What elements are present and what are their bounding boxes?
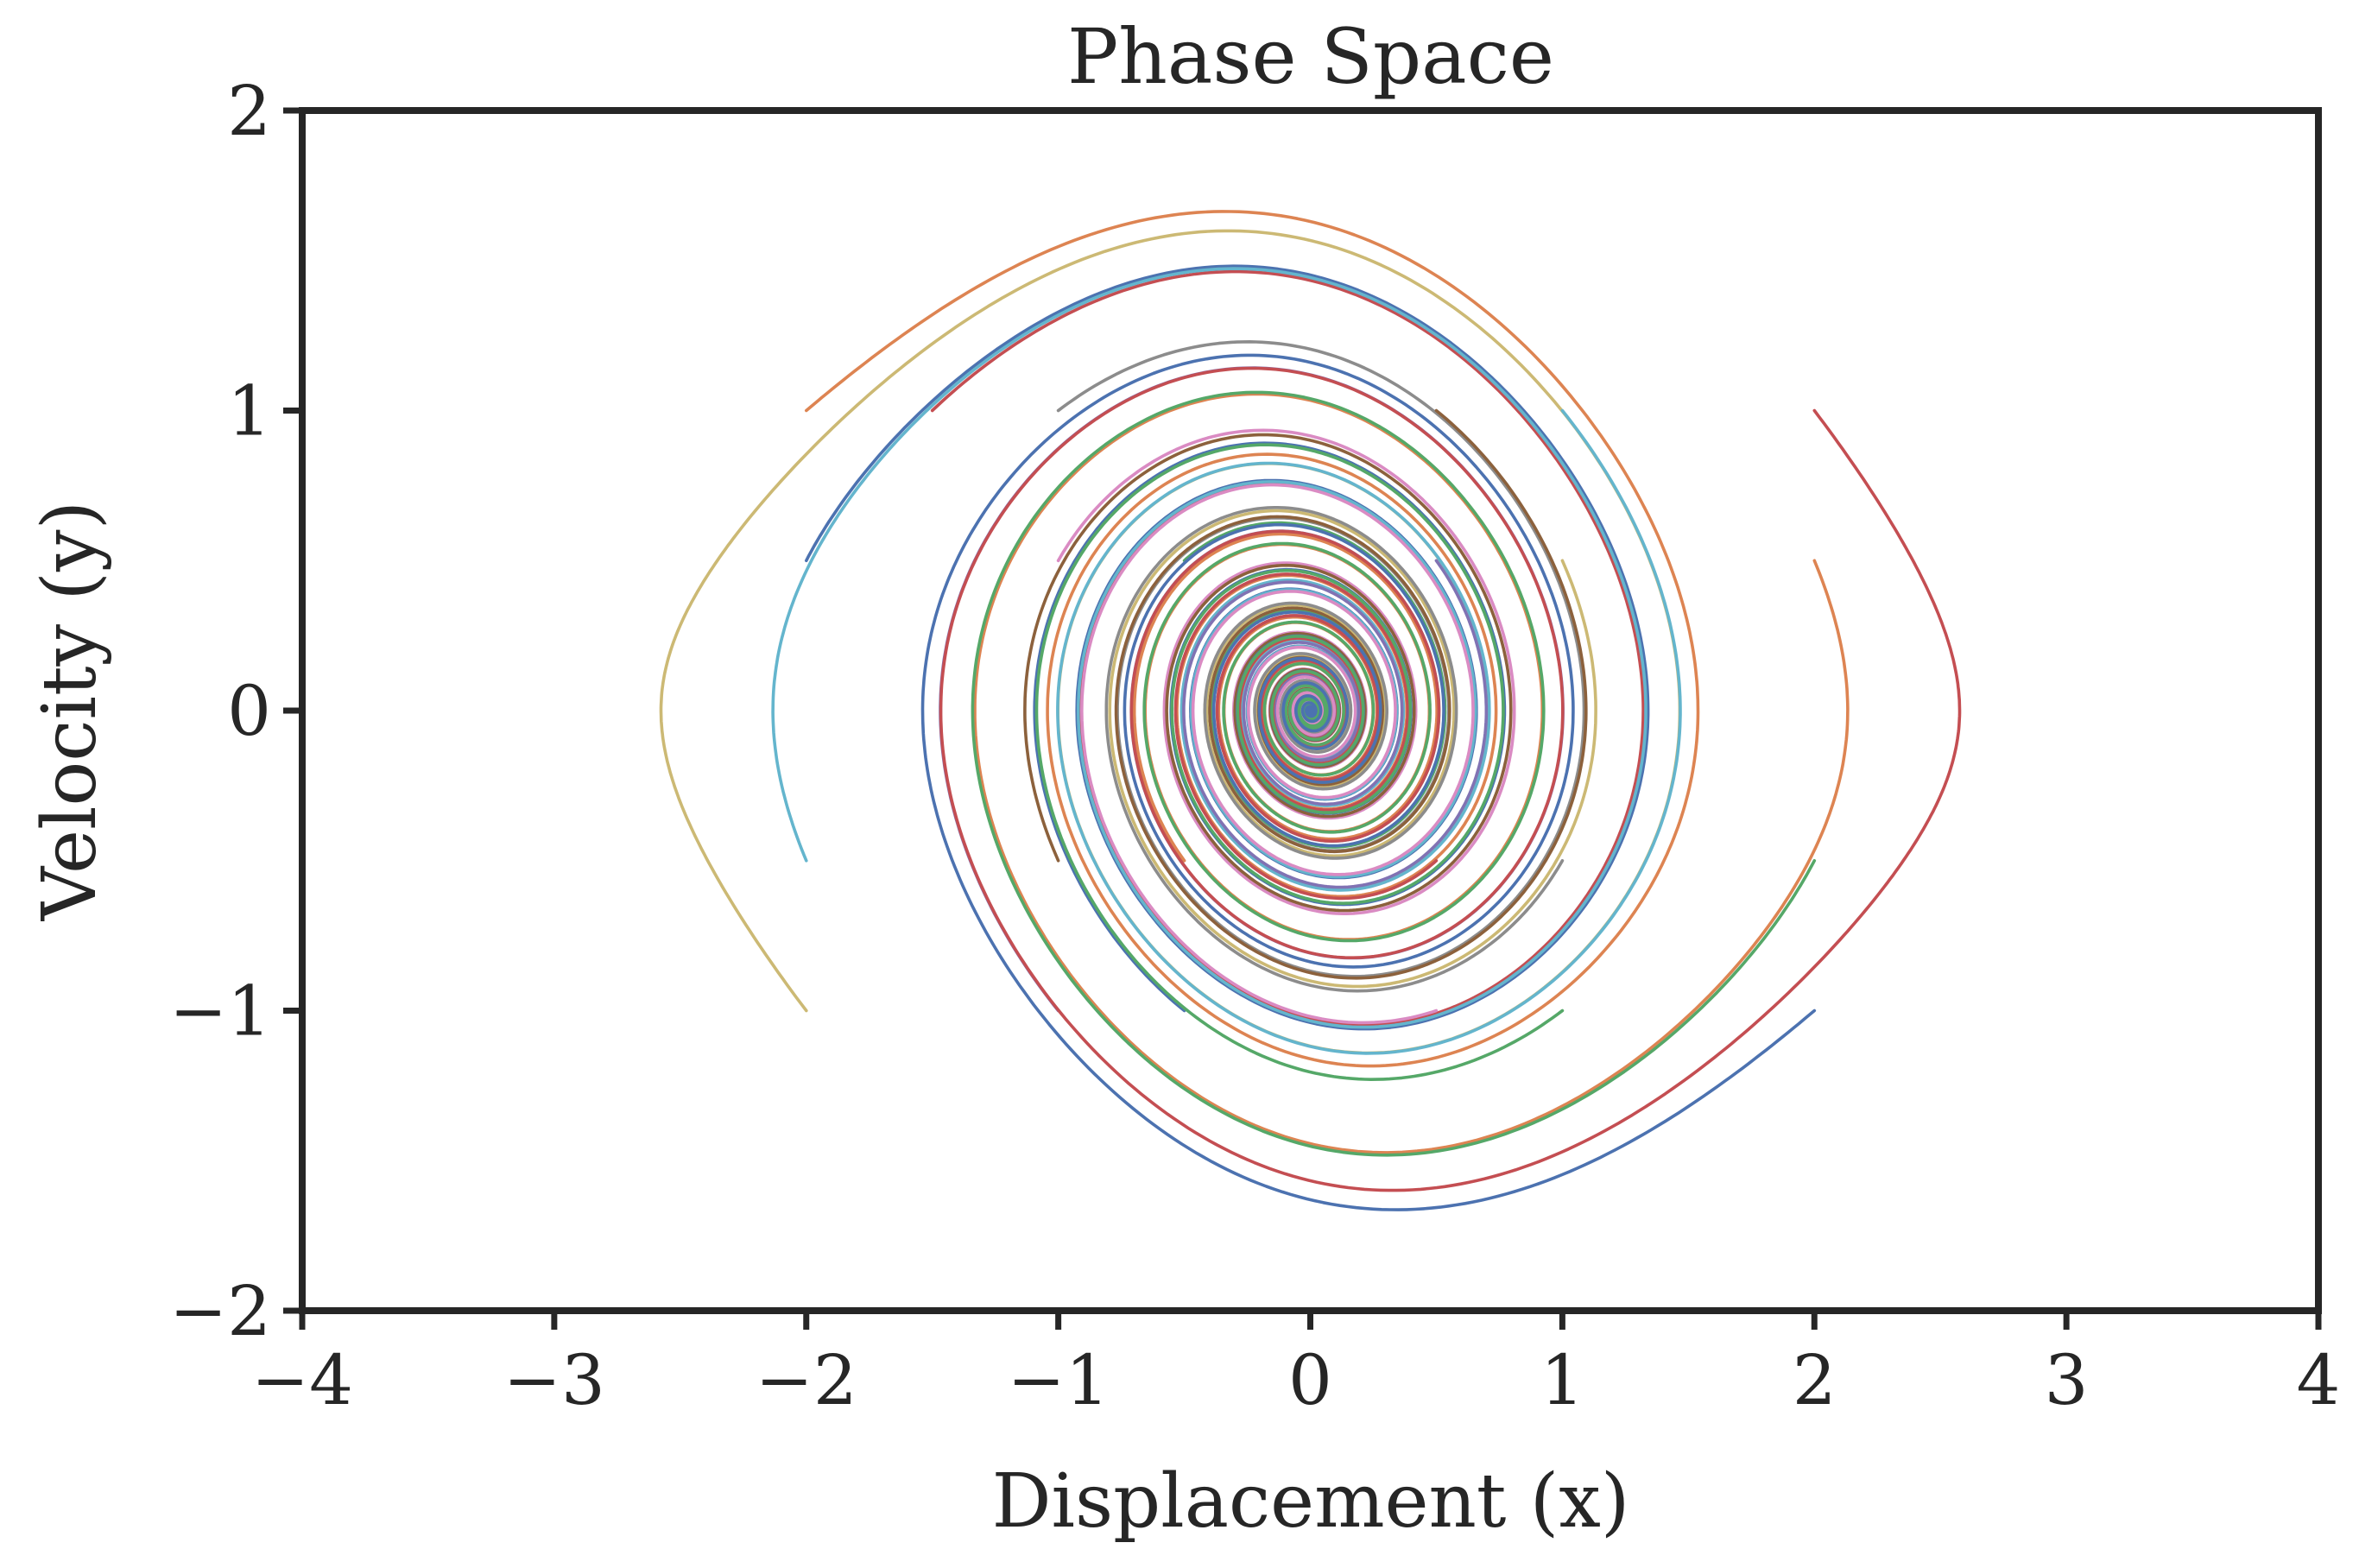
- trajectory-line: [973, 392, 1850, 1154]
- y-tick-label: −1: [169, 971, 271, 1052]
- x-tick-label: 4: [2297, 1340, 2341, 1420]
- x-tick-label: −4: [251, 1340, 353, 1420]
- plot-area: [659, 210, 1962, 1211]
- trajectory-line: [1114, 408, 1588, 980]
- y-tick-label: 1: [227, 371, 271, 452]
- trajectory-line: [920, 353, 1817, 1211]
- x-tick-label: −1: [1008, 1340, 1110, 1420]
- x-tick-label: 0: [1288, 1340, 1332, 1420]
- x-tick-label: −2: [756, 1340, 857, 1420]
- x-axis-label: Displacement (x): [992, 1458, 1630, 1545]
- x-tick-label: −3: [503, 1340, 605, 1420]
- trajectory-line: [771, 267, 1648, 1029]
- y-tick-label: 0: [227, 671, 271, 751]
- chart-title: Phase Space: [1067, 12, 1554, 101]
- x-axis: −4 −3 −2 −1 0 1 2 3 4: [251, 1311, 2340, 1420]
- y-tick-label: 2: [227, 71, 271, 151]
- x-tick-label: 1: [1540, 1340, 1584, 1420]
- y-tick-label: −2: [169, 1271, 271, 1351]
- y-axis: −2 −1 0 1 2: [169, 71, 302, 1351]
- y-axis-label: Velocity (y): [27, 501, 113, 921]
- trajectory-group: [659, 210, 1962, 1211]
- x-tick-label: 2: [1793, 1340, 1837, 1420]
- x-tick-label: 3: [2045, 1340, 2089, 1420]
